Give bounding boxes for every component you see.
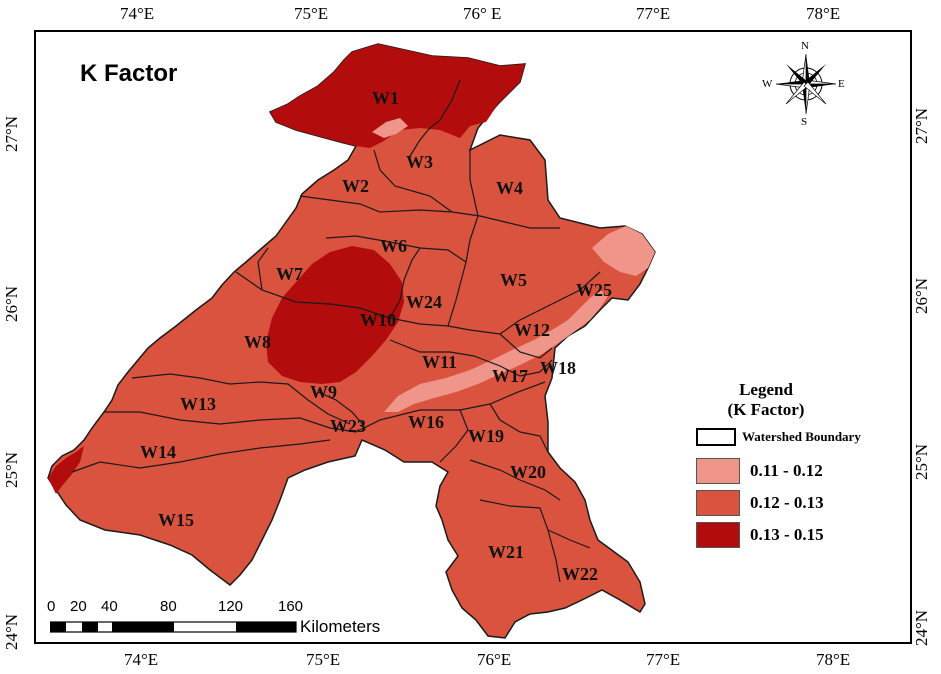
- watershed-label-w8: W8: [244, 332, 271, 352]
- watershed-label-w24: W24: [406, 292, 442, 312]
- legend-boundary-label: Watershed Boundary: [742, 429, 861, 444]
- legend-swatch-low: [696, 458, 740, 484]
- compass-icon: [775, 53, 837, 115]
- scale-unit-label: Kilometers: [300, 617, 381, 636]
- lon-tick-bottom-76: 76°E: [477, 650, 512, 669]
- legend-swatch-mid: [696, 490, 740, 516]
- watershed-label-w11: W11: [422, 352, 458, 372]
- compass-south-label: S: [801, 116, 808, 128]
- high-k-central: [266, 246, 404, 384]
- compass-west-label: W: [762, 78, 773, 90]
- lon-tick-top-77: 77°E: [636, 4, 671, 23]
- scale-tick-40: 40: [101, 598, 118, 615]
- scale-tick-0: 0: [47, 598, 56, 615]
- watershed-boundaries: [71, 79, 601, 583]
- watershed-label-w18: W18: [540, 358, 576, 378]
- watershed-label-w1: W1: [372, 88, 399, 108]
- high-k-north: [270, 44, 525, 148]
- map-title: K Factor: [80, 60, 178, 87]
- watershed-label-w9: W9: [310, 382, 337, 402]
- watershed-label-w4: W4: [496, 178, 523, 198]
- watershed-label-w6: W6: [380, 236, 407, 256]
- scale-tick-160: 160: [278, 598, 304, 615]
- low-k-northeast: [592, 226, 655, 276]
- scale-tick-20: 20: [70, 598, 87, 615]
- compass-north-label: N: [801, 40, 809, 52]
- watershed-label-w19: W19: [468, 426, 504, 446]
- scale-bar: [50, 621, 297, 633]
- lon-tick-bottom-77: 77°E: [646, 650, 681, 669]
- boundary-swatch: [696, 428, 736, 446]
- low-k-north-patch: [372, 118, 408, 138]
- watershed-label-w23: W23: [330, 416, 366, 436]
- watershed-label-w15: W15: [158, 510, 194, 530]
- lon-tick-bottom-75: 75°E: [306, 650, 341, 669]
- lon-tick-bottom-74: 74°E: [124, 650, 159, 669]
- watershed-label-w10: W10: [360, 310, 396, 330]
- watershed-label-w16: W16: [408, 412, 444, 432]
- low-k-belt: [384, 290, 608, 412]
- watershed-label-w2: W2: [342, 176, 369, 196]
- lon-tick-top-78: 78°E: [806, 4, 841, 23]
- legend-title: Legend: [739, 380, 793, 399]
- watershed-label-w25: W25: [576, 280, 612, 300]
- compass-east-label: E: [838, 78, 845, 90]
- lon-tick-bottom-78: 78°E: [816, 650, 851, 669]
- watershed-label-w3: W3: [406, 152, 433, 172]
- legend-item-mid: 0.12 - 0.13: [696, 490, 824, 516]
- lon-tick-top-74: 74°E: [120, 4, 155, 23]
- watershed-label-w7: W7: [276, 264, 303, 284]
- legend-item-boundary: Watershed Boundary: [696, 428, 861, 446]
- lon-tick-top-76: 76° E: [463, 4, 502, 23]
- watershed-label-w17: W17: [492, 366, 528, 386]
- legend-item-low: 0.11 - 0.12: [696, 458, 823, 484]
- lon-tick-top-75: 75°E: [294, 4, 329, 23]
- scale-tick-80: 80: [160, 598, 177, 615]
- scale-tick-120: 120: [218, 598, 244, 615]
- watershed-label-w12: W12: [514, 320, 550, 340]
- high-k-west: [48, 446, 84, 494]
- legend-swatch-high: [696, 522, 740, 548]
- watershed-label-w13: W13: [180, 394, 216, 414]
- legend-label-high: 0.13 - 0.15: [750, 525, 824, 544]
- legend-label-mid: 0.12 - 0.13: [750, 493, 824, 512]
- legend-label-low: 0.11 - 0.12: [750, 461, 823, 480]
- watershed-label-w21: W21: [488, 542, 524, 562]
- legend-subtitle: (K Factor): [727, 400, 805, 419]
- watershed-label-w5: W5: [500, 270, 527, 290]
- watershed-label-w20: W20: [510, 462, 546, 482]
- legend-item-high: 0.13 - 0.15: [696, 522, 824, 548]
- watershed-label-w22: W22: [562, 564, 598, 584]
- watershed-label-w14: W14: [140, 442, 176, 462]
